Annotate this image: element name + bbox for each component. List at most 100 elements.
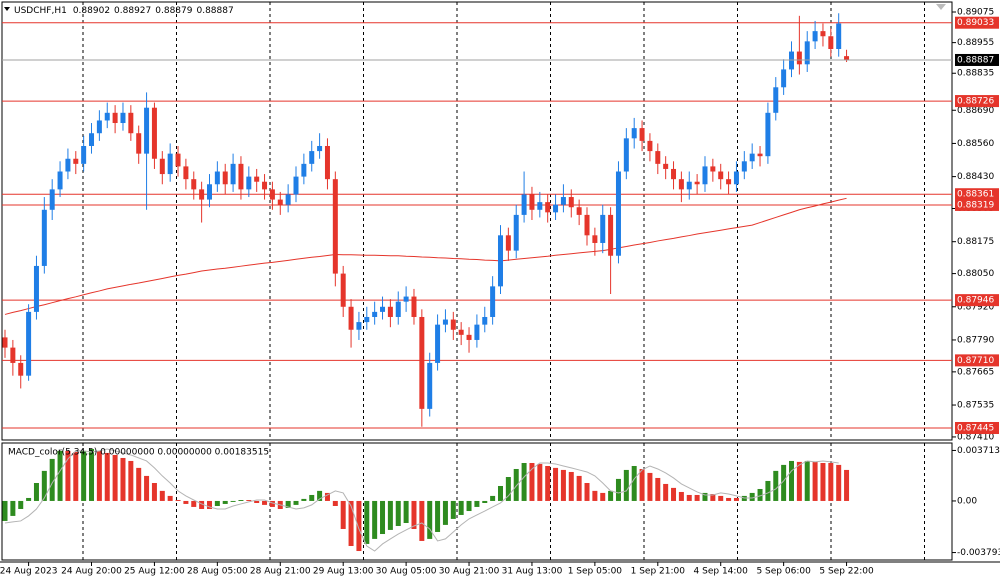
macd-bar xyxy=(490,495,496,501)
level-label-box xyxy=(955,422,999,435)
macd-bar xyxy=(356,500,362,552)
candle-body xyxy=(317,145,323,152)
y-tick-label: 0.87920 xyxy=(957,302,994,312)
macd-bar xyxy=(537,463,543,501)
level-label: 0.87946 xyxy=(957,296,994,306)
candle-body xyxy=(663,163,669,169)
candle-body xyxy=(608,214,614,256)
macd-bar xyxy=(238,500,244,501)
last-low: 0.88879 xyxy=(155,6,192,16)
macd-bar xyxy=(529,462,535,501)
macd-bar xyxy=(395,500,401,526)
candle-body xyxy=(812,31,818,42)
level-label: 0.89033 xyxy=(957,18,994,28)
candle-body xyxy=(206,184,212,200)
x-tick-label: 29 Aug 13:00 xyxy=(313,567,374,577)
macd-bar xyxy=(671,487,677,501)
candle-body xyxy=(529,194,535,210)
macd-bar xyxy=(128,460,134,501)
macd-bar xyxy=(317,490,323,501)
macd-bar xyxy=(513,468,519,501)
candle-body xyxy=(309,151,315,164)
candle-body xyxy=(726,179,732,185)
candle-body xyxy=(545,202,551,213)
candle-body xyxy=(246,176,252,190)
macd-bar xyxy=(844,469,850,501)
macd-bar xyxy=(199,500,205,509)
macd-bar xyxy=(2,500,8,521)
macd-bar xyxy=(450,500,456,519)
macd-bar xyxy=(592,490,598,501)
macd-bar xyxy=(254,500,260,503)
candle-body xyxy=(513,214,519,251)
macd-bar xyxy=(836,464,842,501)
candle-body xyxy=(222,171,228,185)
x-tick-label: 24 Aug 2023 xyxy=(0,567,57,577)
candle-body xyxy=(584,214,590,236)
candle-body xyxy=(191,179,197,190)
macd-bar xyxy=(435,500,441,532)
macd-bar xyxy=(293,500,299,505)
macd-bar xyxy=(206,500,212,509)
macd-bar xyxy=(89,448,95,501)
candle-body xyxy=(537,202,543,210)
macd-bar xyxy=(96,450,102,501)
header-arrow xyxy=(4,7,10,11)
candle-body xyxy=(686,181,692,190)
candle-body xyxy=(560,197,566,205)
macd-bar xyxy=(458,500,464,515)
macd-bar xyxy=(324,492,330,501)
macd-bar xyxy=(10,500,16,516)
macd-bar xyxy=(615,478,621,501)
macd-bar xyxy=(710,494,716,501)
level-label-box xyxy=(955,294,999,307)
level-label: 0.87445 xyxy=(957,424,994,434)
macd-bar xyxy=(505,477,511,501)
y-tick-label: 0.88430 xyxy=(957,172,994,182)
y-tick-label: 0.87535 xyxy=(957,401,994,411)
y-tick-label: 0.88955 xyxy=(957,38,994,48)
macd-bar xyxy=(183,500,189,504)
candle-body xyxy=(57,171,63,190)
macd-bar xyxy=(348,500,354,546)
macd-bar xyxy=(18,500,24,509)
level-label: 0.88361 xyxy=(957,190,994,200)
candle-body xyxy=(159,158,165,175)
candle-body xyxy=(553,204,559,213)
candle-body xyxy=(89,133,95,146)
x-tick-label: 28 Aug 05:00 xyxy=(187,567,248,577)
candle-body xyxy=(104,112,110,121)
macd-bar xyxy=(647,472,653,501)
macd-bar xyxy=(167,495,173,501)
x-tick-label: 24 Aug 20:00 xyxy=(61,567,122,577)
candle-body xyxy=(718,171,724,180)
candle-body xyxy=(41,209,47,266)
macd-bar xyxy=(387,500,393,530)
candle-body xyxy=(639,128,645,141)
candle-body xyxy=(757,153,763,157)
macd-bar xyxy=(686,494,692,501)
macd-bar xyxy=(474,500,480,507)
y-tick-label: 0.87790 xyxy=(957,335,994,345)
candle-body xyxy=(435,324,441,363)
candle-body xyxy=(804,41,810,65)
macd-bar xyxy=(136,467,142,501)
candle-body xyxy=(600,214,606,243)
macd-bar xyxy=(246,500,252,501)
macd-bar xyxy=(726,497,732,501)
candle-body xyxy=(269,189,275,200)
macd-bar xyxy=(104,452,110,501)
candle-body xyxy=(73,158,79,164)
candle-body xyxy=(65,158,71,172)
candle-body xyxy=(167,153,173,175)
axis-layer: 0.89075 0.88955 0.88835 0.88690 0.88560 0.884… xyxy=(0,7,1000,576)
candle-body xyxy=(450,319,456,330)
candle-body xyxy=(254,176,260,182)
signal-line xyxy=(4,448,839,552)
macd-bar xyxy=(419,500,425,541)
candle-body xyxy=(293,176,299,195)
last-open: 0.88902 xyxy=(73,6,110,16)
macd-bar xyxy=(789,460,794,501)
moving-average xyxy=(4,197,847,315)
